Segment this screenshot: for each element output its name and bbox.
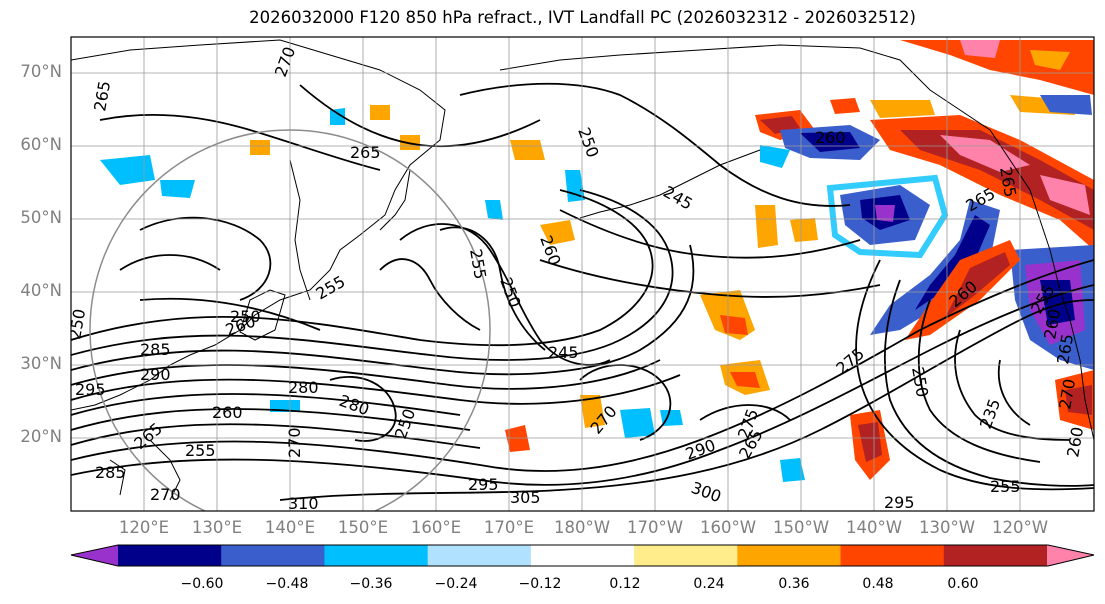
colorbar-swatch <box>324 545 429 566</box>
lon-label-130e: 130°E <box>191 518 243 537</box>
contour-label: 260 <box>815 128 846 147</box>
lon-label-160w: 160°W <box>699 518 757 537</box>
colorbar-swatch <box>118 545 222 566</box>
map-frame <box>70 36 1095 512</box>
colorbar-swatch <box>737 545 842 566</box>
contour-label: 255 <box>185 441 216 460</box>
contour-label: 250 <box>230 307 261 326</box>
lon-label-140e: 140°E <box>264 518 316 537</box>
contour-label: 270 <box>285 427 304 458</box>
contour-label: 290 <box>140 365 171 384</box>
shaded-anomaly-field <box>100 40 1094 482</box>
lon-label-120w: 120°W <box>991 518 1049 537</box>
contour-label: 310 <box>288 494 319 513</box>
contour-label: 280 <box>288 378 319 397</box>
graticule <box>71 37 1094 511</box>
colorbar-swatch <box>1047 545 1094 566</box>
lon-label-120e: 120°E <box>118 518 170 537</box>
colorbar-swatch <box>221 545 325 566</box>
contour-label: 245 <box>548 343 579 362</box>
lon-label-160e: 160°E <box>410 518 462 537</box>
colorbar <box>70 544 1095 567</box>
lon-label-150e: 150°E <box>337 518 389 537</box>
map-title: 2026032000 F120 850 hPa refract., IVT La… <box>249 8 916 27</box>
range-circle <box>89 129 491 511</box>
colorbar-tick-label: −0.12 <box>518 576 562 592</box>
contour-label: 295 <box>468 475 499 494</box>
refractivity-contours <box>71 82 1094 501</box>
lat-label-40n: 40°N <box>20 281 62 300</box>
contour-label: 305 <box>510 488 541 507</box>
lat-label-50n: 50°N <box>20 208 62 227</box>
contour-label: 285 <box>95 463 126 482</box>
contour-label: 295 <box>884 493 915 512</box>
contour-label: 265 <box>350 143 381 162</box>
colorbar-swatch <box>427 545 532 566</box>
colorbar-tick-label: 0.36 <box>778 576 810 592</box>
lon-label-150w: 150°W <box>772 518 830 537</box>
colorbar-tick-label: −0.36 <box>349 576 393 592</box>
contour-label: 255 <box>990 477 1021 496</box>
lat-label-60n: 60°N <box>20 135 62 154</box>
lat-label-70n: 70°N <box>20 62 62 81</box>
contour-label: 270 <box>150 485 181 504</box>
colorbar-tick-label: −0.24 <box>434 576 478 592</box>
colorbar-swatch <box>71 545 118 566</box>
colorbar-swatch <box>943 545 1048 566</box>
colorbar-tick-label: 0.60 <box>947 576 979 592</box>
lon-label-170e: 170°E <box>483 518 535 537</box>
colorbar-swatch <box>840 545 945 566</box>
lon-label-140w: 140°W <box>845 518 903 537</box>
colorbar-tick-label: 0.12 <box>609 576 641 592</box>
colorbar-outline <box>70 544 1095 567</box>
colorbar-swatch <box>530 545 635 566</box>
colorbar-tick-label: −0.60 <box>180 576 224 592</box>
lon-label-170w: 170°W <box>626 518 684 537</box>
contour-label: 295 <box>75 380 106 399</box>
lat-label-30n: 30°N <box>20 354 62 373</box>
contour-label: 285 <box>140 340 171 359</box>
lon-label-180w: 180°W <box>553 518 611 537</box>
map-panel: 265 270 265 250 245 260 265 255 260 250 … <box>65 37 1094 513</box>
colorbar-tick-label: 0.48 <box>862 576 894 592</box>
colorbar-tick-label: −0.48 <box>265 576 309 592</box>
lon-label-130w: 130°W <box>918 518 976 537</box>
colorbar-swatches <box>71 545 1094 566</box>
contour-label: 260 <box>212 403 243 422</box>
colorbar-tick-label: 0.24 <box>693 576 725 592</box>
contour-label: 250 <box>65 307 89 340</box>
lat-label-20n: 20°N <box>20 427 62 446</box>
colorbar-swatch <box>634 545 738 566</box>
